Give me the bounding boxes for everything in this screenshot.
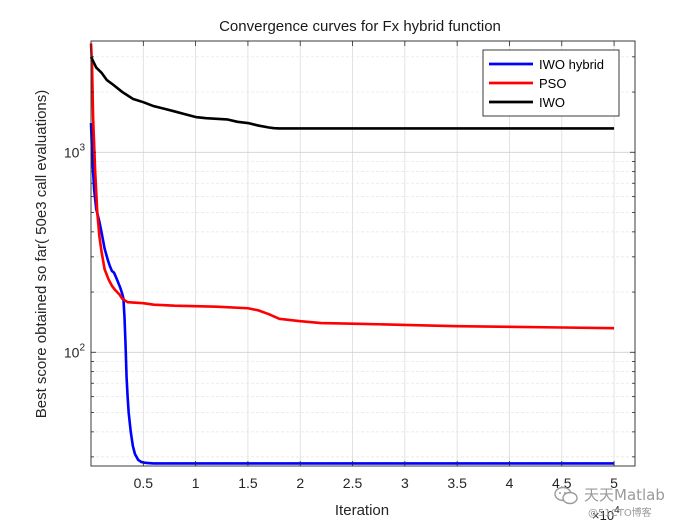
x-axis-label: Iteration [335, 502, 389, 519]
series-line-pso [89, 43, 615, 330]
series-line-iwo [89, 56, 615, 130]
series-line-iwo-hybrid [89, 122, 615, 465]
x-tick-label: 4 [506, 475, 514, 491]
x-tick-label: 2.5 [343, 475, 363, 491]
watermark-sub-text: @51CTO博客 [588, 508, 652, 519]
tick-labels: 0.5 1 1.5 2 2.5 3 3.5 4 4.5 5 102 103 [64, 142, 618, 491]
legend-label-pso: PSO [539, 76, 566, 91]
grid [91, 41, 635, 466]
series-lines [89, 43, 615, 465]
y-tick-label: 102 [64, 342, 86, 360]
chart-title: Convergence curves for Fx hybrid functio… [219, 18, 501, 35]
x-tick-label: 5 [610, 475, 618, 491]
axes [90, 40, 636, 467]
x-scale-exponent: ×104 [592, 505, 620, 523]
x-tick-label: 3 [401, 475, 409, 491]
x-tick-label: 0.5 [134, 475, 154, 491]
legend-label-iwo-hybrid: IWO hybrid [539, 57, 604, 72]
x-tick-label: 2 [296, 475, 304, 491]
legend-label-iwo: IWO [539, 95, 565, 110]
x-tick-label: 1 [192, 475, 200, 491]
y-tick-label: 103 [64, 142, 86, 160]
watermark-main-text: 天天Matlab [584, 486, 665, 504]
x-tick-label: 3.5 [447, 475, 467, 491]
legend: IWO hybrid PSO IWO [482, 49, 620, 117]
x-tick-label: 1.5 [238, 475, 258, 491]
axes-box [90, 40, 636, 467]
y-axis-label: Best score obtained so far( 50e3 call ev… [33, 90, 50, 419]
wechat-logo-icon [554, 486, 578, 505]
watermark: 天天Matlab @51CTO博客 [548, 484, 698, 524]
x-tick-label: 4.5 [552, 475, 572, 491]
